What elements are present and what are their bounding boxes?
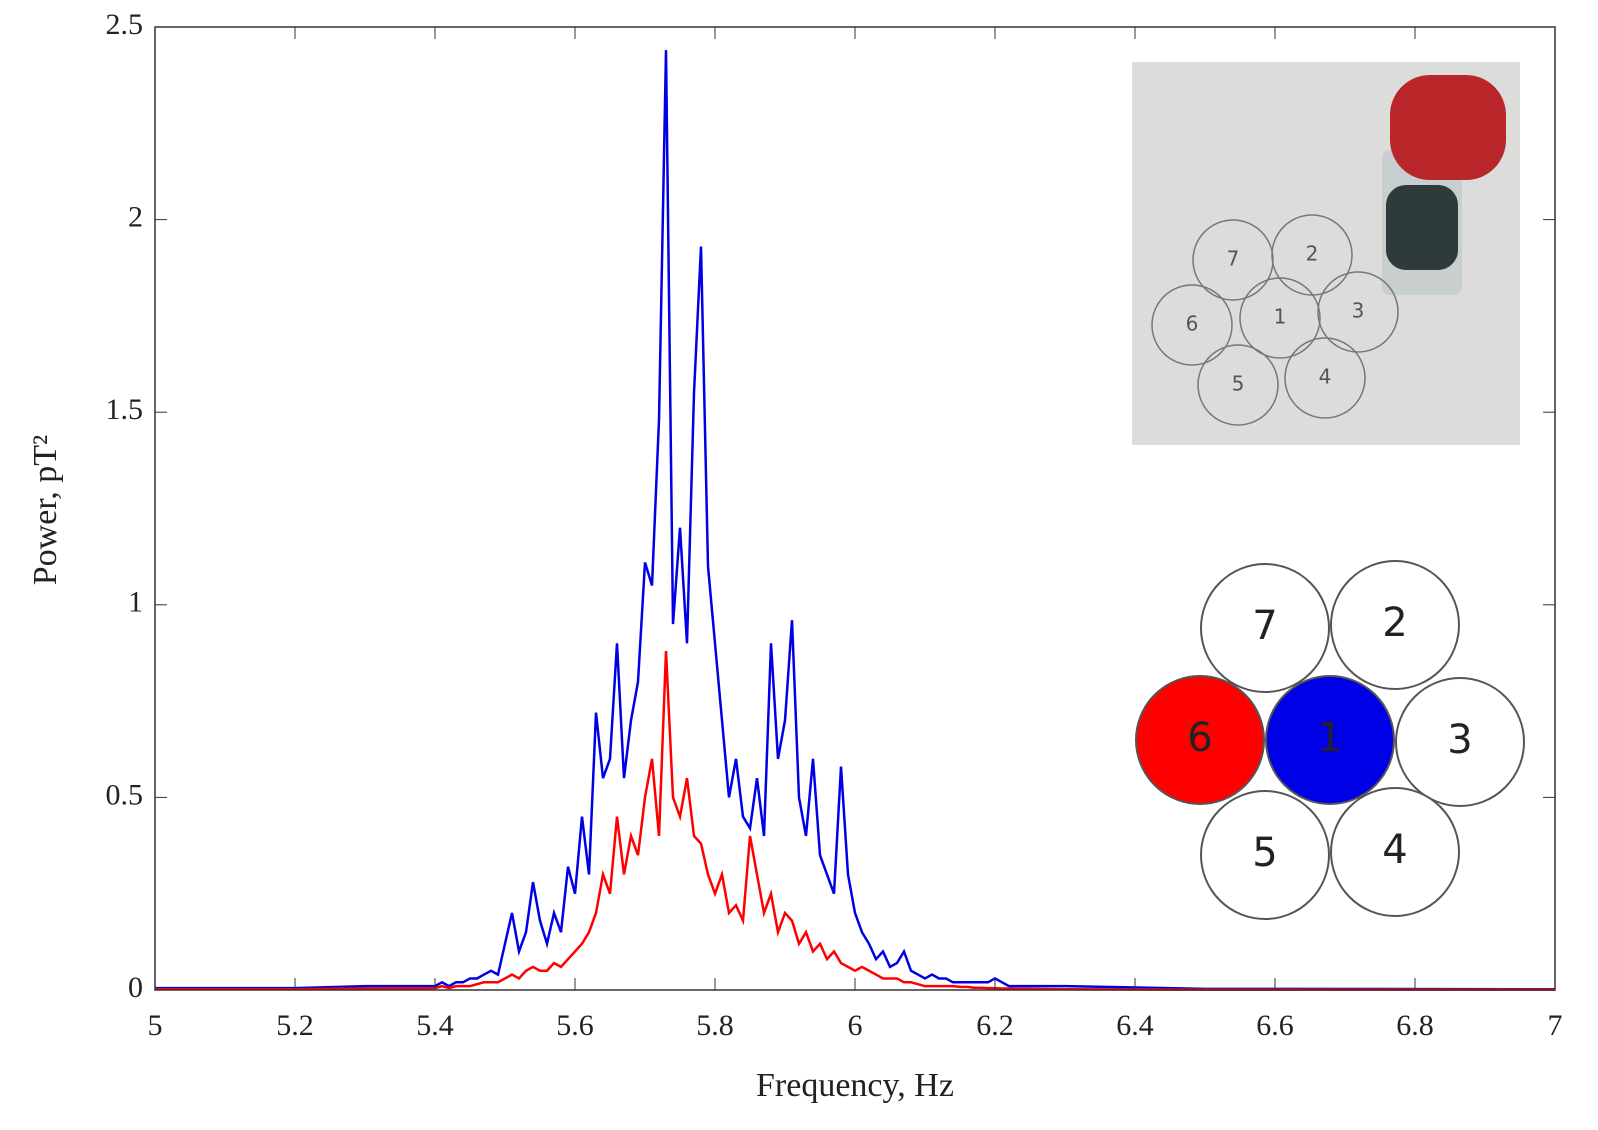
- x-tick-label: 5: [148, 1009, 163, 1042]
- jar-cap: [1390, 75, 1506, 180]
- y-tick-label: 1: [128, 586, 143, 619]
- photo-label: 6: [1186, 312, 1199, 336]
- diagram-label: 3: [1447, 717, 1472, 763]
- diagram-label: 1: [1317, 715, 1342, 761]
- photo-label: 2: [1306, 242, 1319, 266]
- photo-circle: [1284, 337, 1366, 419]
- photo-circle: [1151, 284, 1233, 366]
- x-tick-label: 6.6: [1256, 1009, 1294, 1042]
- diagram-label: 2: [1382, 600, 1407, 646]
- diagram-circle: [1395, 677, 1525, 807]
- x-tick-label: 6: [848, 1009, 863, 1042]
- y-tick-label: 2.5: [106, 8, 144, 41]
- x-tick-label: 5.8: [696, 1009, 734, 1042]
- diagram-circle: [1135, 675, 1265, 805]
- x-tick-label: 5.2: [276, 1009, 314, 1042]
- y-tick-label: 0.5: [106, 778, 144, 811]
- series-line: [155, 50, 1556, 991]
- diagram-circle: [1330, 787, 1460, 917]
- photo-circle: [1317, 271, 1399, 353]
- y-axis-label: Power, pT²: [27, 435, 64, 585]
- photo-circle: [1197, 344, 1279, 426]
- photo-label: 1: [1274, 305, 1287, 329]
- photo-label: 4: [1319, 365, 1332, 389]
- diagram-label: 4: [1382, 827, 1407, 873]
- diagram-label: 6: [1187, 715, 1212, 761]
- x-tick-label: 6.8: [1396, 1009, 1434, 1042]
- y-tick-label: 0: [128, 971, 143, 1004]
- x-tick-label: 6.2: [976, 1009, 1014, 1042]
- diagram-circle: [1200, 563, 1330, 693]
- x-tick-label: 6.4: [1116, 1009, 1154, 1042]
- y-tick-label: 2: [128, 200, 143, 233]
- diagram-circle: [1330, 560, 1460, 690]
- diagram-circle: [1265, 675, 1395, 805]
- diagram-circle: [1200, 790, 1330, 920]
- diagram-label: 7: [1252, 603, 1277, 649]
- photo-label: 7: [1227, 247, 1240, 271]
- series-line: [155, 650, 1555, 991]
- x-tick-label: 5.6: [556, 1009, 594, 1042]
- photo-label: 3: [1352, 299, 1365, 323]
- y-tick-label: 1.5: [106, 393, 144, 426]
- photo-label: 5: [1232, 372, 1245, 396]
- x-tick-label: 5.4: [416, 1009, 454, 1042]
- jar-content: [1386, 185, 1458, 270]
- photo-circle: [1239, 277, 1321, 359]
- x-tick-label: 7: [1548, 1009, 1563, 1042]
- x-axis-label: Frequency, Hz: [756, 1067, 954, 1104]
- diagram-label: 5: [1252, 830, 1277, 876]
